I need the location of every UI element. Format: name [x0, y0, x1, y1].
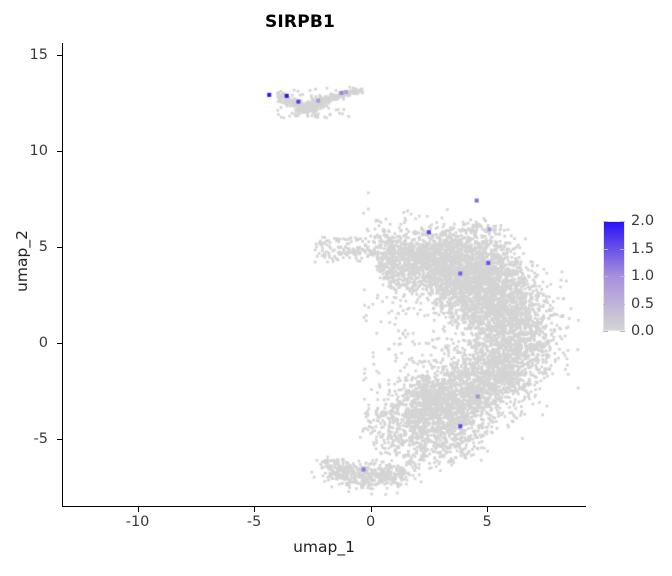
colorbar-tick-label: 0.5: [631, 295, 655, 312]
colorbar-tick-label: 2.0: [631, 213, 655, 229]
x-tick-mark: [487, 507, 489, 512]
y-axis-label: umap_2: [13, 230, 31, 292]
colorbar-legend[interactable]: 0.0 0.5 1.0 1.5 2.0: [603, 213, 669, 339]
y-axis-spine: [62, 43, 63, 507]
x-tick-mark: [254, 507, 256, 512]
y-tick-mark: [57, 438, 62, 440]
y-tick-label: 0: [38, 334, 48, 351]
x-axis-label: umap_1: [293, 538, 355, 556]
colorbar-tick-mark: [620, 331, 625, 332]
y-tick-label: 10: [29, 142, 48, 159]
y-tick-mark: [57, 54, 62, 56]
colorbar-tick-mark: [603, 221, 608, 222]
colorbar-tick-mark: [620, 303, 625, 305]
x-tick-label: 5: [482, 514, 492, 530]
plot-area: [63, 43, 585, 506]
colorbar-tick-label: 1.0: [631, 268, 655, 284]
colorbar-tick-mark: [620, 248, 625, 250]
colorbar-tick-mark: [620, 221, 625, 222]
colorbar-tick-mark: [603, 248, 608, 250]
y-tick-mark: [57, 150, 62, 152]
colorbar-tick-label: 0.0: [631, 323, 655, 339]
colorbar-tick-mark: [603, 303, 608, 305]
colorbar-tick-label: 1.5: [631, 240, 655, 257]
y-tick-label: -5: [33, 430, 48, 447]
x-tick-label: -5: [246, 514, 262, 530]
x-tick-label: -10: [125, 514, 150, 530]
y-tick-mark: [57, 342, 62, 344]
x-tick-mark: [137, 507, 139, 512]
x-tick-label: 0: [365, 514, 376, 530]
colorbar-tick-mark: [620, 276, 625, 277]
colorbar-tick-mark: [603, 331, 608, 332]
scatter-points-canvas: [63, 43, 585, 506]
y-tick-label: 5: [38, 238, 48, 255]
y-tick-label: 15: [29, 46, 48, 63]
x-axis-spine: [62, 506, 586, 507]
colorbar-tick-mark: [603, 276, 608, 277]
y-tick-mark: [57, 246, 62, 248]
page-title: SIRPB1: [264, 12, 336, 32]
x-tick-mark: [370, 507, 372, 512]
